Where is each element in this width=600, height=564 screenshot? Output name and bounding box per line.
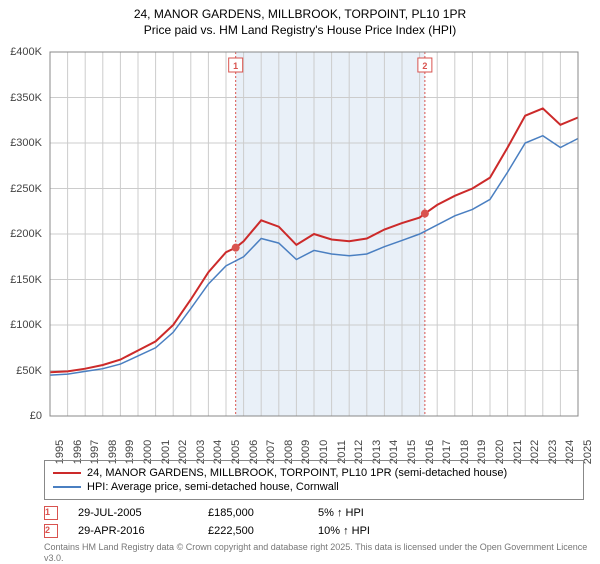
y-tick-label: £0 bbox=[0, 410, 42, 422]
legend-row: 24, MANOR GARDENS, MILLBROOK, TORPOINT, … bbox=[53, 466, 575, 480]
title-line-1: 24, MANOR GARDENS, MILLBROOK, TORPOINT, … bbox=[0, 6, 600, 22]
chart-title: 24, MANOR GARDENS, MILLBROOK, TORPOINT, … bbox=[0, 0, 600, 38]
y-tick-label: £250K bbox=[0, 183, 42, 195]
sale-delta: 5% ↑ HPI bbox=[318, 507, 364, 519]
sale-marker-icon: 1 bbox=[44, 506, 58, 520]
sale-marker-dot bbox=[232, 244, 240, 252]
y-tick-label: £100K bbox=[0, 319, 42, 331]
title-line-2: Price paid vs. HM Land Registry's House … bbox=[0, 22, 600, 38]
sale-row: 1 29-JUL-2005 £185,000 5% ↑ HPI bbox=[44, 504, 370, 522]
y-tick-label: £50K bbox=[0, 365, 42, 377]
y-tick-label: £350K bbox=[0, 92, 42, 104]
sale-date: 29-JUL-2005 bbox=[78, 507, 188, 519]
sale-marker-number: 2 bbox=[422, 61, 427, 71]
chart-svg: 12 bbox=[44, 48, 584, 420]
legend-row: HPI: Average price, semi-detached house,… bbox=[53, 480, 575, 494]
y-tick-label: £400K bbox=[0, 46, 42, 58]
sale-delta: 10% ↑ HPI bbox=[318, 525, 370, 537]
y-tick-label: £300K bbox=[0, 137, 42, 149]
chart-container: 24, MANOR GARDENS, MILLBROOK, TORPOINT, … bbox=[0, 0, 600, 560]
sale-marker-dot bbox=[421, 210, 429, 218]
sale-price: £185,000 bbox=[208, 507, 298, 519]
sale-row: 2 29-APR-2016 £222,500 10% ↑ HPI bbox=[44, 522, 370, 540]
sale-price: £222,500 bbox=[208, 525, 298, 537]
sale-marker-number: 1 bbox=[233, 61, 238, 71]
y-tick-label: £200K bbox=[0, 228, 42, 240]
legend-swatch bbox=[53, 486, 81, 488]
legend: 24, MANOR GARDENS, MILLBROOK, TORPOINT, … bbox=[44, 460, 584, 500]
legend-swatch bbox=[53, 472, 81, 474]
y-tick-label: £150K bbox=[0, 274, 42, 286]
copyright-text: Contains HM Land Registry data © Crown c… bbox=[44, 542, 600, 564]
sales-table: 1 29-JUL-2005 £185,000 5% ↑ HPI 2 29-APR-2016… bbox=[44, 504, 370, 540]
sale-marker-icon: 2 bbox=[44, 524, 58, 538]
legend-label: 24, MANOR GARDENS, MILLBROOK, TORPOINT, … bbox=[87, 467, 507, 479]
legend-label: HPI: Average price, semi-detached house,… bbox=[87, 481, 339, 493]
sale-date: 29-APR-2016 bbox=[78, 525, 188, 537]
